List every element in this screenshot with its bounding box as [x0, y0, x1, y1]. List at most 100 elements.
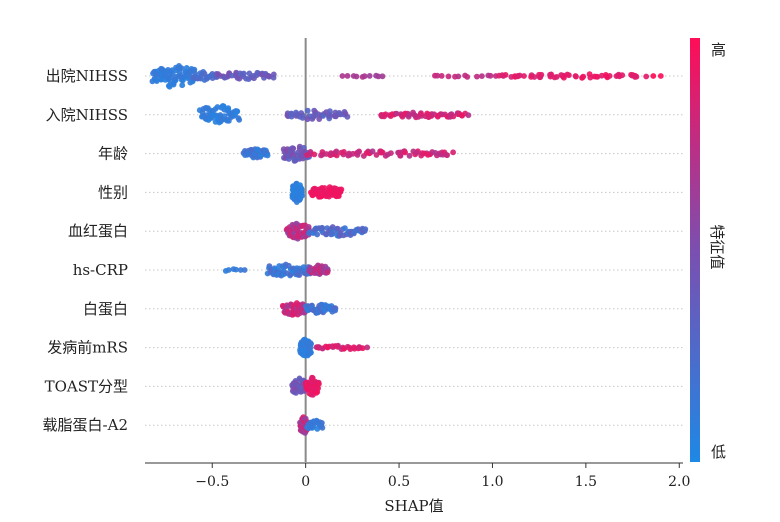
shap-point [434, 72, 441, 79]
feature-label: 载脂蛋白-A2 [43, 416, 128, 434]
x-tick-label: 2.0 [668, 474, 690, 490]
colorbar-title: 特征值 [708, 224, 726, 269]
shap-point [361, 73, 368, 80]
shap-point [593, 73, 599, 80]
shap-point [315, 385, 321, 392]
shap-point [362, 226, 369, 233]
shap-point [237, 267, 244, 273]
shap-point [632, 74, 638, 80]
shap-point [413, 149, 420, 156]
shap-point [342, 110, 349, 117]
feature-row-points [222, 261, 331, 279]
x-axis: −0.5 0 0.5 1.0 1.5 2.0 [145, 462, 690, 490]
shap-point [333, 148, 340, 155]
shap-point [375, 73, 382, 80]
shap-point [402, 149, 408, 156]
shap-point [329, 231, 336, 237]
shap-point [537, 74, 544, 81]
shap-point [316, 381, 322, 387]
shap-point [290, 145, 297, 152]
shap-point [311, 151, 318, 158]
shap-point [354, 152, 361, 158]
shap-point [364, 344, 371, 351]
colorbar-high-label: 高 [711, 41, 726, 59]
feature-label: hs-CRP [73, 261, 128, 279]
shap-point [265, 73, 272, 80]
shap-point [346, 152, 353, 158]
shap-point [369, 148, 376, 155]
shap-point [566, 72, 572, 79]
shap-point [450, 113, 457, 120]
feature-label: TOAST分型 [45, 377, 128, 395]
shap-point [308, 349, 314, 356]
shap-point [521, 73, 527, 79]
shap-point [178, 65, 185, 72]
shap-point [393, 110, 400, 117]
shap-point [499, 72, 506, 79]
shap-point [464, 74, 471, 80]
feature-row-points [289, 180, 345, 206]
shap-point [474, 73, 480, 80]
shap-point [319, 424, 326, 431]
shap-point [487, 72, 494, 79]
feature-label: 白蛋白 [83, 300, 128, 318]
shap-point [344, 73, 351, 79]
shap-point [240, 70, 247, 77]
shap-point [379, 73, 386, 80]
shap-point [465, 112, 472, 119]
shap-point [359, 345, 366, 352]
shap-point [619, 72, 626, 79]
shap-point [425, 152, 431, 158]
grid-lines [145, 75, 683, 426]
shap-point [153, 76, 159, 83]
feature-row-points [240, 143, 456, 164]
shap-point [657, 73, 664, 79]
shap-point [450, 149, 456, 156]
shap-point [354, 227, 361, 234]
shap-point [373, 152, 380, 158]
feature-label: 入院NIHSS [46, 106, 128, 124]
shap-point [342, 225, 348, 232]
shap-point [298, 110, 305, 116]
shap-point [220, 103, 227, 110]
shap-point [320, 113, 326, 119]
shap-point [225, 267, 232, 273]
x-tick-label: 1.0 [481, 474, 503, 490]
shap-point [384, 151, 391, 158]
shap-point [236, 116, 243, 123]
shap-point [179, 82, 186, 89]
shap-point [336, 110, 343, 116]
shap-point [406, 152, 413, 159]
shap-point [551, 74, 558, 81]
shap-point [341, 149, 347, 155]
shap-point [366, 73, 373, 79]
shap-point [288, 113, 295, 120]
shap-point [241, 267, 248, 273]
shap-point [308, 341, 314, 347]
colorbar: 高 低 特征值 [690, 38, 726, 462]
shap-point [378, 148, 384, 155]
shap-point [298, 187, 305, 193]
shap-point [397, 152, 404, 159]
shap-point [319, 224, 325, 231]
feature-row-points [196, 103, 472, 126]
shap-point [438, 73, 445, 79]
shap-point [324, 269, 331, 276]
shap-point [516, 72, 523, 79]
shap-point [304, 116, 311, 123]
x-tick-label: −0.5 [195, 474, 229, 490]
shap-point [445, 73, 452, 80]
shap-point [327, 108, 333, 115]
shap-point [547, 71, 553, 78]
shap-point [337, 188, 344, 195]
shap-point [417, 111, 424, 117]
shap-point [264, 152, 271, 159]
shap-point [296, 272, 303, 278]
shap-point [319, 420, 325, 426]
shap-point [299, 192, 305, 199]
shap-point [643, 73, 650, 80]
x-tick-label: 0 [301, 474, 310, 490]
shap-point [479, 73, 485, 79]
shap-point [587, 74, 594, 81]
shap-point [314, 231, 321, 238]
